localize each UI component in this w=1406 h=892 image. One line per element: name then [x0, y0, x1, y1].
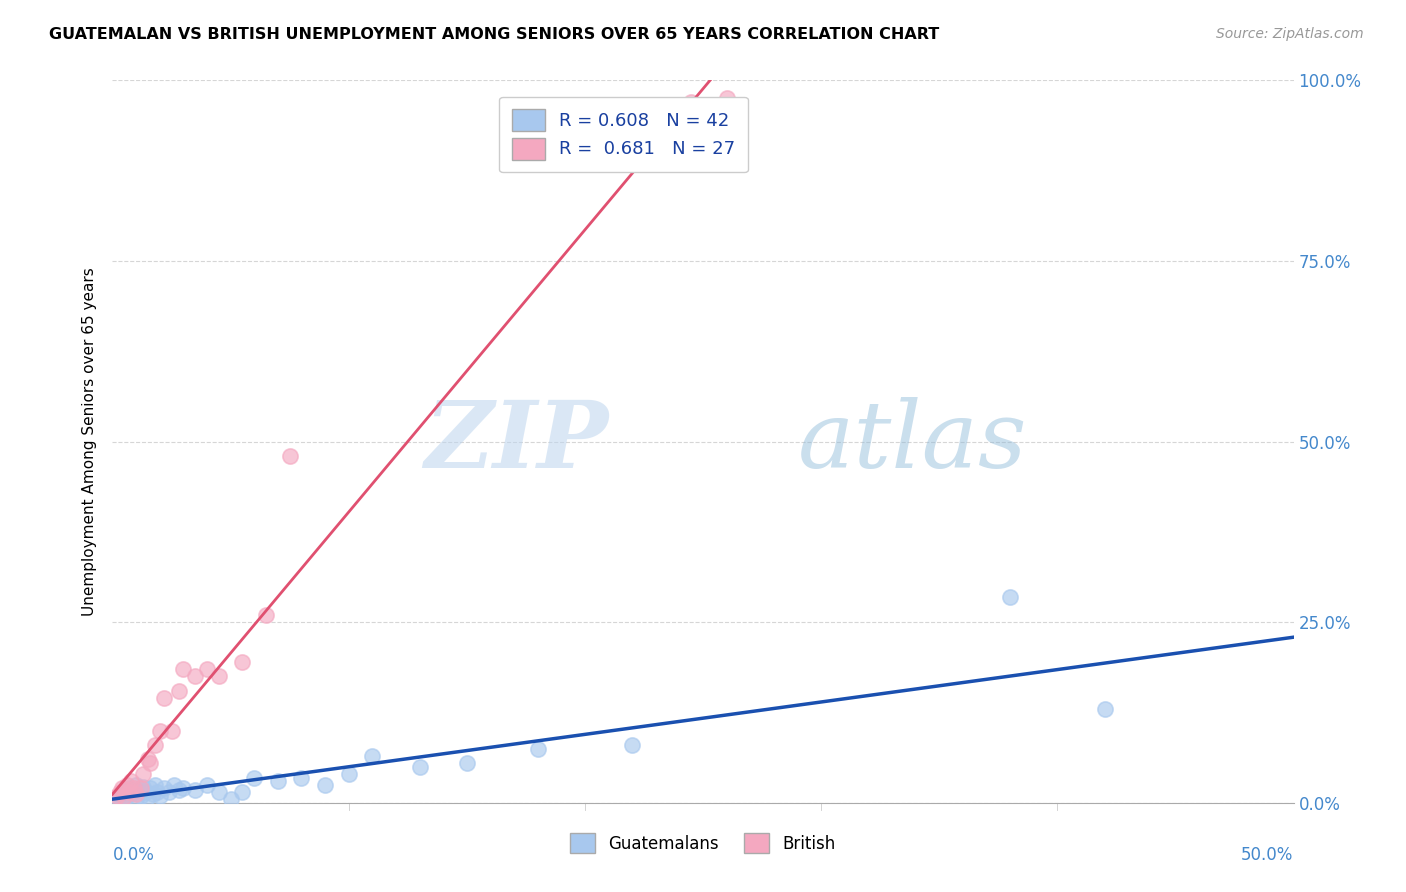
Point [112, 785, 135, 799]
Point [195, 778, 218, 792]
Point [139, 781, 162, 796]
Point [111, 790, 134, 805]
Point [167, 683, 190, 698]
Point [231, 655, 253, 669]
Point [243, 771, 266, 785]
Point [149, 723, 172, 738]
Point [139, 756, 162, 770]
Point [120, 787, 142, 801]
Point [125, 792, 148, 806]
Point [290, 771, 312, 785]
Point [108, 789, 131, 803]
Point [136, 790, 159, 805]
Point [408, 760, 430, 774]
Point [108, 785, 131, 799]
Point [219, 792, 242, 806]
Point [231, 785, 253, 799]
Point [127, 782, 149, 797]
Point [118, 785, 141, 799]
Point [149, 789, 172, 803]
Point [120, 774, 142, 789]
Point [122, 781, 145, 796]
Point [526, 741, 548, 756]
Point [184, 669, 207, 683]
Point [118, 781, 141, 796]
Text: Source: ZipAtlas.com: Source: ZipAtlas.com [1216, 27, 1364, 41]
Point [716, 91, 738, 105]
Point [998, 590, 1021, 604]
Point [1094, 702, 1116, 716]
Point [146, 785, 169, 799]
Point [153, 781, 176, 796]
Point [132, 767, 155, 781]
Point [195, 662, 218, 676]
Point [122, 785, 145, 799]
Point [172, 781, 194, 796]
Point [681, 95, 703, 109]
Point [105, 792, 128, 806]
Point [278, 449, 301, 463]
Point [153, 691, 176, 706]
Point [115, 778, 138, 792]
Point [172, 662, 194, 676]
Point [254, 607, 277, 622]
Point [361, 748, 384, 763]
Text: GUATEMALAN VS BRITISH UNEMPLOYMENT AMONG SENIORS OVER 65 YEARS CORRELATION CHART: GUATEMALAN VS BRITISH UNEMPLOYMENT AMONG… [49, 27, 939, 42]
Y-axis label: Unemployment Among Seniors over 65 years: Unemployment Among Seniors over 65 years [82, 268, 97, 615]
Point [456, 756, 478, 770]
Point [267, 774, 290, 789]
Point [132, 780, 155, 794]
Point [208, 669, 231, 683]
Point [125, 787, 148, 801]
Point [314, 778, 336, 792]
Point [111, 781, 134, 796]
Text: ZIP: ZIP [425, 397, 609, 486]
Point [136, 752, 159, 766]
Point [160, 723, 183, 738]
Point [112, 790, 135, 805]
Legend: Guatemalans, British: Guatemalans, British [557, 820, 849, 867]
Point [167, 782, 190, 797]
Point [125, 778, 148, 792]
Point [142, 787, 165, 801]
Point [163, 778, 186, 792]
Point [621, 738, 644, 752]
Text: 50.0%: 50.0% [1241, 847, 1294, 864]
Text: 0.0%: 0.0% [112, 847, 155, 864]
Point [129, 781, 152, 796]
Point [143, 738, 166, 752]
Point [115, 789, 138, 803]
Point [105, 789, 128, 803]
Point [157, 785, 180, 799]
Text: atlas: atlas [797, 397, 1026, 486]
Point [337, 767, 360, 781]
Point [143, 778, 166, 792]
Point [135, 785, 157, 799]
Point [208, 785, 231, 799]
Point [184, 782, 207, 797]
Point [129, 789, 152, 803]
